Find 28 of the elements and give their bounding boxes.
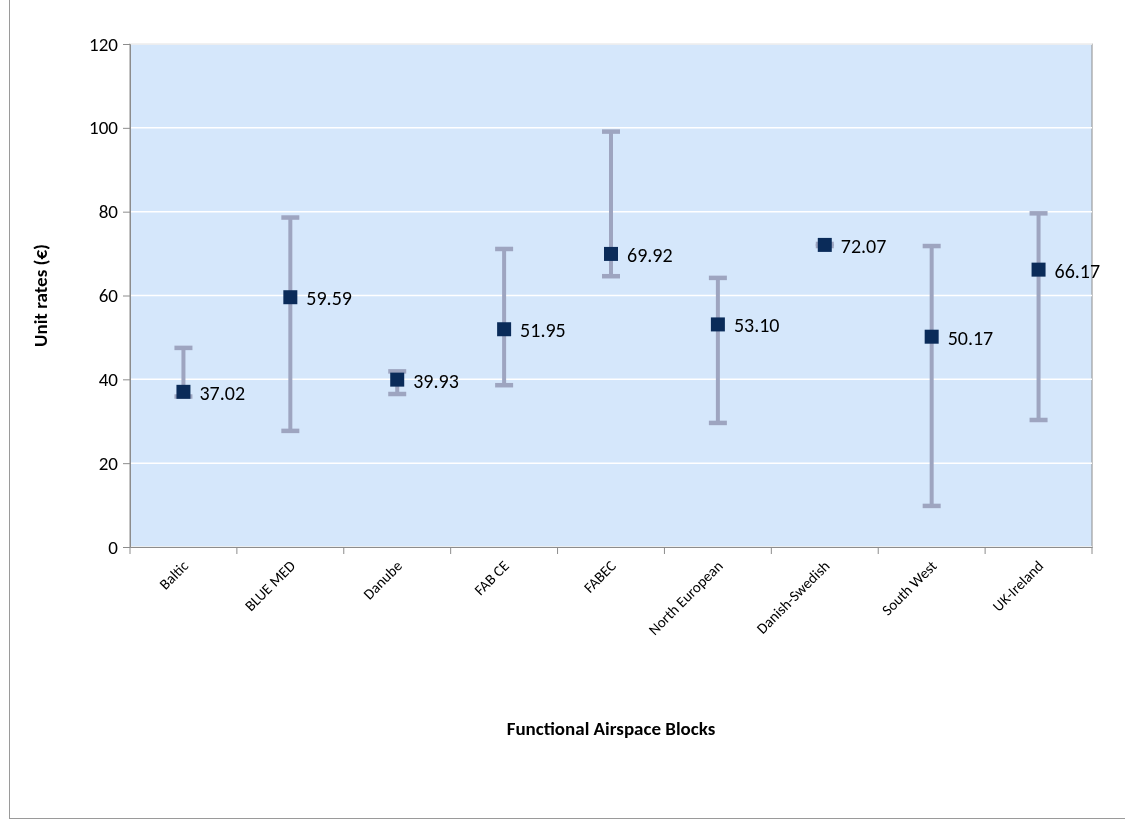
data-label: 53.10 bbox=[733, 313, 780, 338]
point bbox=[283, 290, 298, 305]
data-label: 59.59 bbox=[306, 286, 352, 311]
data-label: 69.92 bbox=[627, 242, 673, 267]
y-tick-label: 20 bbox=[98, 451, 119, 475]
data-label: 66.17 bbox=[1054, 258, 1101, 283]
data-label: 51.95 bbox=[520, 318, 566, 343]
y-tick-label: 120 bbox=[89, 32, 119, 56]
point bbox=[924, 329, 939, 344]
point bbox=[604, 246, 618, 261]
y-tick-label: 0 bbox=[108, 535, 119, 559]
point bbox=[1031, 262, 1046, 277]
data-label: 72.07 bbox=[840, 233, 887, 258]
data-label: 50.17 bbox=[947, 325, 994, 350]
y-axis-title: Unit rates (€) bbox=[29, 244, 52, 347]
point bbox=[390, 372, 405, 387]
y-tick-label: 80 bbox=[98, 200, 119, 224]
point bbox=[176, 384, 191, 399]
y-tick-label: 60 bbox=[98, 284, 119, 308]
y-tick-label: 40 bbox=[98, 367, 119, 391]
data-label: 39.93 bbox=[413, 368, 459, 393]
x-tick-label: FAB CE bbox=[470, 556, 513, 600]
y-tick-label: 100 bbox=[89, 116, 119, 140]
data-label: 37.02 bbox=[199, 380, 246, 405]
point bbox=[497, 322, 512, 337]
x-axis-title: Functional Airspace Blocks bbox=[506, 717, 716, 740]
point bbox=[710, 317, 725, 332]
point bbox=[817, 237, 832, 252]
